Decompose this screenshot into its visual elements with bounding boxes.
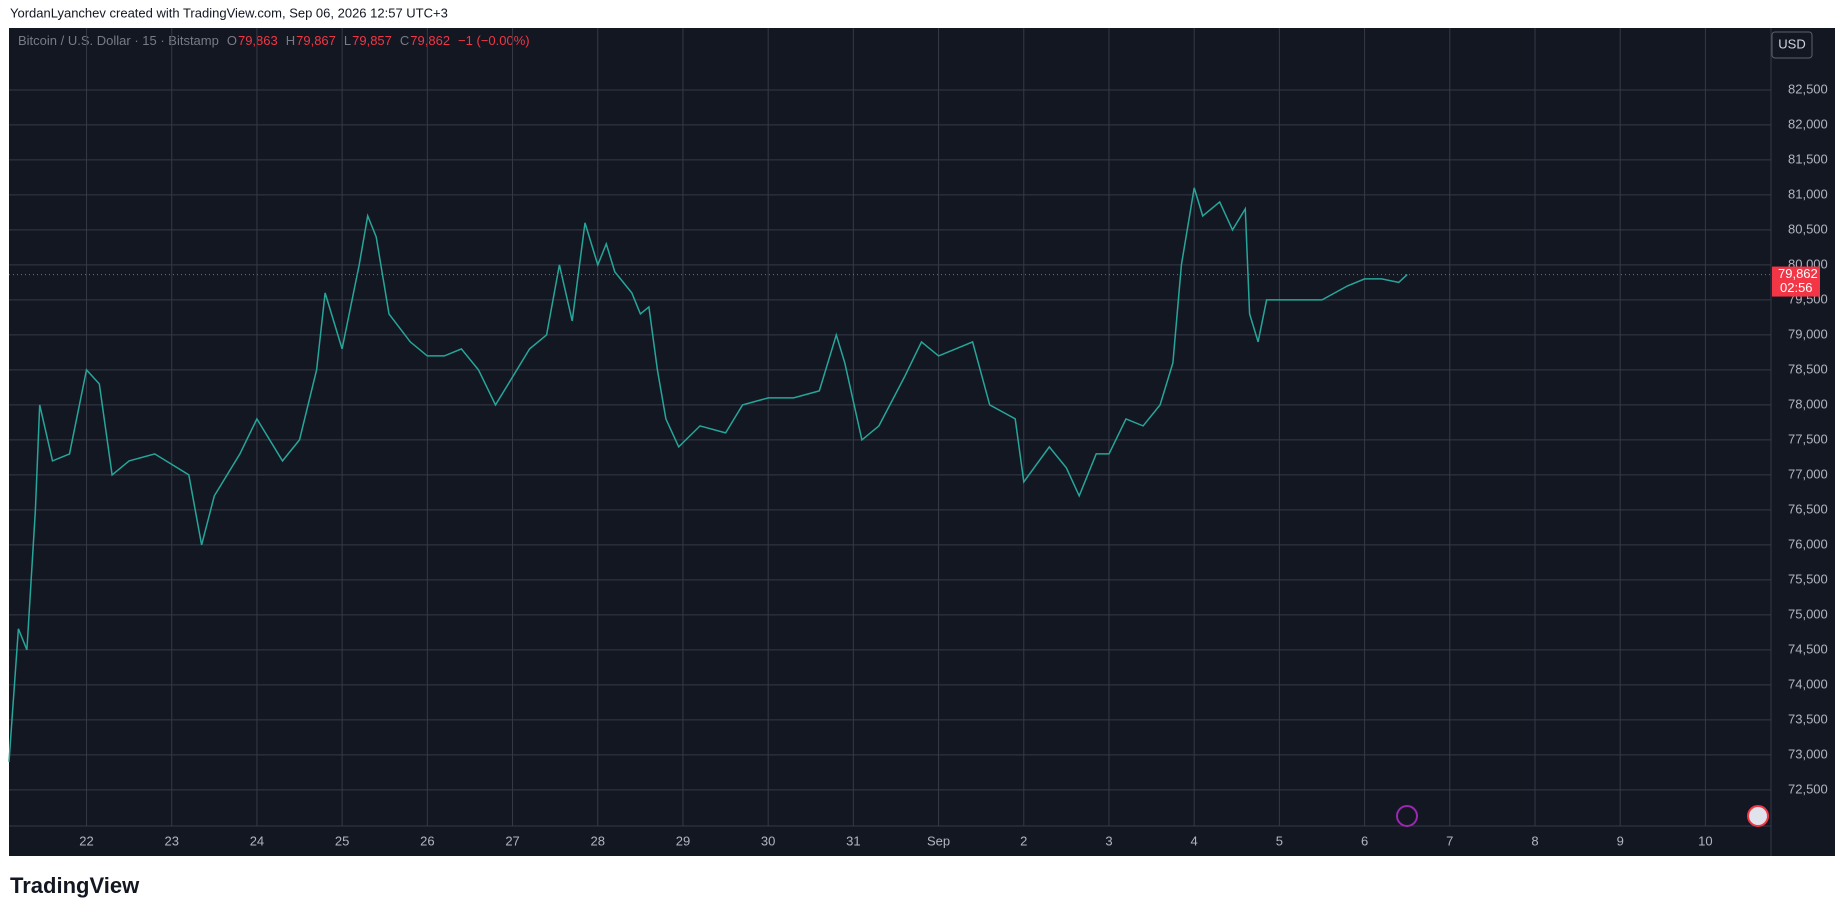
x-tick-label: 24 [250,833,264,848]
y-tick-label: 81,000 [1788,186,1828,201]
y-tick-label: 72,500 [1788,781,1828,796]
legend-item: 79,862 [410,33,450,48]
currency[interactable]: USD [1778,36,1805,51]
y-tick-label: 75,000 [1788,606,1828,621]
x-tick-label: 2 [1020,833,1027,848]
y-tick-label: 76,000 [1788,536,1828,551]
legend-item: C [400,33,409,48]
y-tick-label: 75,500 [1788,571,1828,586]
x-tick-label: 28 [591,833,605,848]
legend-item: 79,867 [296,33,336,48]
x-tick-label: 26 [420,833,434,848]
currency-button[interactable] [1771,31,1813,59]
legend-item: −1 (−0.00%) [458,33,530,48]
x-tick-label: 29 [676,833,690,848]
x-tick-label: 31 [846,833,860,848]
last-price-label: 79,862 [1778,266,1818,281]
y-tick-label: 81,500 [1788,151,1828,166]
x-tick-label: Sep [927,833,950,848]
chart-background [9,28,1835,856]
y-tick-label: 80,500 [1788,221,1828,236]
legend-item: 79,863 [238,33,278,48]
y-tick-label: 77,500 [1788,431,1828,446]
x-tick-label: 25 [335,833,349,848]
x-tick-label: 7 [1446,833,1453,848]
x-tick-label: 10 [1698,833,1712,848]
y-tick-label: 78,500 [1788,361,1828,376]
legend-item: H [286,33,295,48]
x-tick-label: 6 [1361,833,1368,848]
legend-item: Bitcoin / U.S. Dollar · 15 · Bitstamp [18,33,219,48]
x-tick-label: 27 [505,833,519,848]
x-tick-label: 8 [1531,833,1538,848]
x-tick-label: 30 [761,833,775,848]
y-tick-label: 82,500 [1788,81,1828,96]
legend-item: L [344,33,351,48]
y-tick-label: 73,500 [1788,711,1828,726]
x-tick-label: 9 [1617,833,1624,848]
y-tick-label: 78,000 [1788,396,1828,411]
legend-item: 79,857 [352,33,392,48]
legend-text: Bitcoin / U.S. Dollar · 15 · Bitstamp O79… [18,33,530,48]
y-tick-label: 73,000 [1788,746,1828,761]
legend-item: O [227,33,237,48]
x-tick-label: 4 [1191,833,1198,848]
x-tick-label: 5 [1276,833,1283,848]
x-tick-label: 3 [1105,833,1112,848]
countdown: 02:56 [1780,280,1813,295]
y-tick-label: 76,500 [1788,501,1828,516]
y-tick-label: 82,000 [1788,116,1828,131]
y-tick-label: 74,500 [1788,641,1828,656]
last-price-tag [1772,266,1820,297]
header: YordanLyanchev created with TradingView.… [10,5,448,20]
x-tick-label: 23 [165,833,179,848]
price-line [8,187,1408,762]
y-tick-label: 79,000 [1788,326,1828,341]
legend: Bitcoin / U.S. Dollar · 15 · Bitstamp O79… [18,33,530,48]
x-tick-label: 22 [79,833,93,848]
y-tick-label: 77,000 [1788,466,1828,481]
y-tick-label: 74,000 [1788,676,1828,691]
event-icon[interactable] [1747,805,1769,827]
event-icon[interactable] [1396,805,1418,827]
footer-logo: TradingView [10,873,140,898]
